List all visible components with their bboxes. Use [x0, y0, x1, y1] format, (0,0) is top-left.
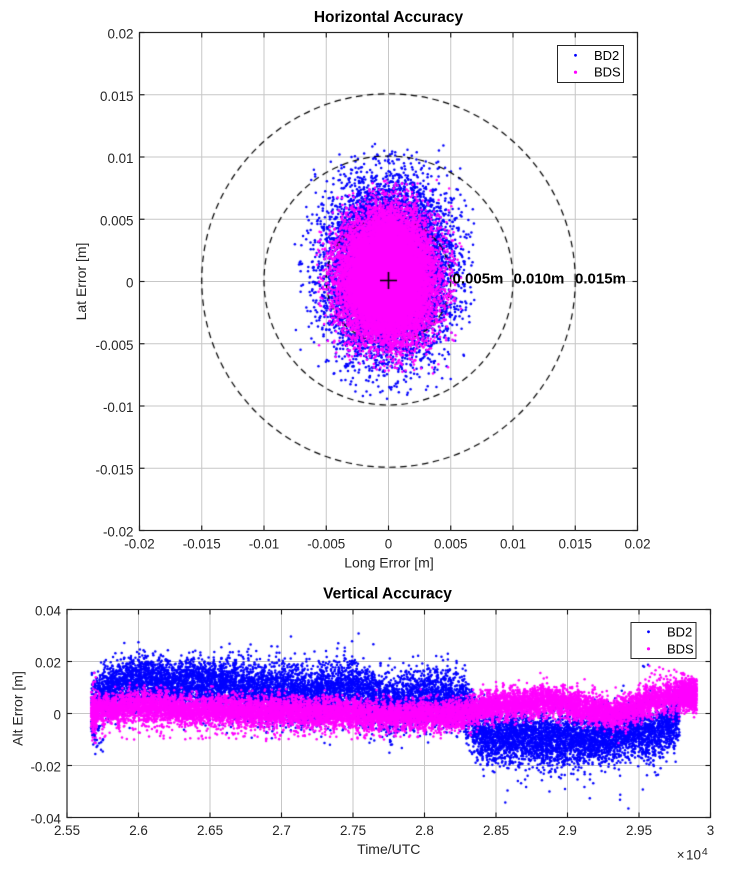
svg-text:-0.02: -0.02: [30, 760, 61, 775]
svg-text:-0.005: -0.005: [96, 338, 134, 353]
svg-text:Horizontal Accuracy: Horizontal Accuracy: [314, 9, 464, 26]
svg-text:0: 0: [126, 276, 133, 291]
svg-text:0.01: 0.01: [107, 151, 133, 166]
svg-text:2.55: 2.55: [54, 823, 80, 838]
svg-text:4: 4: [702, 846, 708, 858]
svg-text:2.85: 2.85: [483, 823, 509, 838]
svg-text:0.01: 0.01: [500, 537, 526, 552]
svg-text:-0.02: -0.02: [103, 525, 134, 540]
svg-text:0.04: 0.04: [35, 604, 62, 619]
svg-text:BDS: BDS: [667, 641, 694, 656]
svg-text:3: 3: [707, 823, 714, 838]
svg-text:Time/UTC: Time/UTC: [357, 841, 420, 857]
svg-text:2.6: 2.6: [129, 823, 148, 838]
svg-text:0.005m: 0.005m: [453, 271, 504, 288]
svg-text:Lat Error [m]: Lat Error [m]: [73, 243, 89, 321]
svg-text:-0.02: -0.02: [124, 537, 155, 552]
svg-text:0: 0: [54, 708, 61, 723]
svg-text:0: 0: [385, 537, 392, 552]
svg-text:0.02: 0.02: [107, 27, 133, 42]
svg-text:2.8: 2.8: [415, 823, 434, 838]
svg-text:2.7: 2.7: [272, 823, 291, 838]
svg-text:-0.005: -0.005: [307, 537, 345, 552]
svg-text:-0.015: -0.015: [96, 462, 134, 477]
svg-text:-0.01: -0.01: [103, 400, 134, 415]
svg-text:0.015: 0.015: [100, 89, 134, 104]
svg-text:BD2: BD2: [667, 624, 692, 639]
svg-text:Long Error [m]: Long Error [m]: [344, 555, 433, 571]
svg-text:×: ×: [677, 847, 685, 862]
svg-text:0.005: 0.005: [100, 213, 134, 228]
svg-text:0.015: 0.015: [558, 537, 592, 552]
svg-text:2.9: 2.9: [558, 823, 577, 838]
svg-text:-0.015: -0.015: [183, 537, 221, 552]
svg-text:-0.01: -0.01: [249, 537, 280, 552]
svg-text:10: 10: [686, 847, 701, 862]
svg-text:2.65: 2.65: [197, 823, 223, 838]
svg-text:BDS: BDS: [594, 65, 621, 80]
svg-text:-0.04: -0.04: [30, 812, 61, 827]
svg-text:0.010m: 0.010m: [514, 271, 565, 288]
svg-text:0.015m: 0.015m: [575, 271, 626, 288]
svg-text:0.02: 0.02: [624, 537, 650, 552]
svg-text:0.005: 0.005: [434, 537, 468, 552]
svg-text:BD2: BD2: [594, 48, 619, 63]
svg-text:2.75: 2.75: [340, 823, 366, 838]
svg-text:2.95: 2.95: [626, 823, 652, 838]
svg-text:Alt Error [m]: Alt Error [m]: [10, 671, 26, 746]
svg-text:0.02: 0.02: [35, 656, 61, 671]
svg-text:Vertical Accuracy: Vertical Accuracy: [323, 585, 452, 602]
